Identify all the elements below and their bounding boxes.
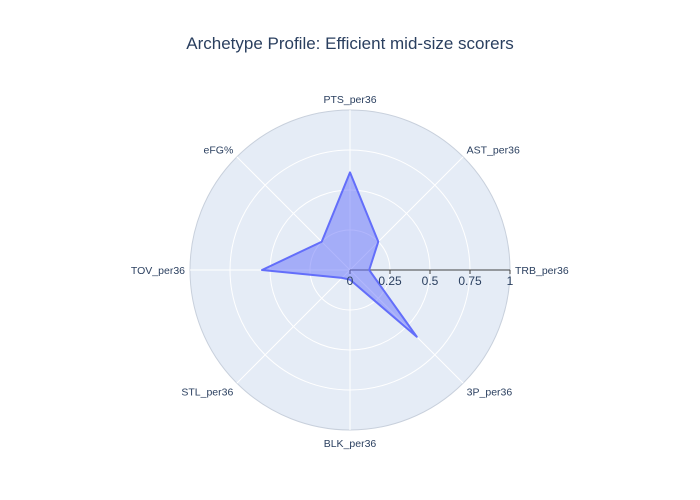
radial-tick-label: 0 [347, 274, 354, 288]
axis-label-tov-per36: TOV_per36 [131, 265, 185, 277]
axis-label-stl-per36: STL_per36 [181, 387, 233, 399]
radial-tick-label: 1 [507, 274, 514, 288]
chart-title: Archetype Profile: Efficient mid-size sc… [186, 34, 514, 53]
axis-label-ast-per36: AST_per36 [467, 144, 520, 156]
axis-label-3p-per36: 3P_per36 [467, 387, 513, 399]
axis-label-pts-per36: PTS_per36 [323, 94, 376, 106]
grid-spoke [236, 269, 351, 384]
radial-tick-label: 0.5 [422, 274, 439, 288]
axis-labels: 0 0.25 0.5 0.75 1 PTS_per36 AST_per36 TRB_per36… [131, 94, 569, 450]
radial-tick-label: 0.75 [458, 274, 482, 288]
axis-label-trb-per36: TRB_per36 [515, 265, 569, 277]
radial-tick-label: 0.25 [378, 274, 402, 288]
axis-label-efg-: eFG% [204, 144, 234, 156]
axis-label-blk-per36: BLK_per36 [324, 438, 377, 450]
series-layer [261, 171, 418, 338]
